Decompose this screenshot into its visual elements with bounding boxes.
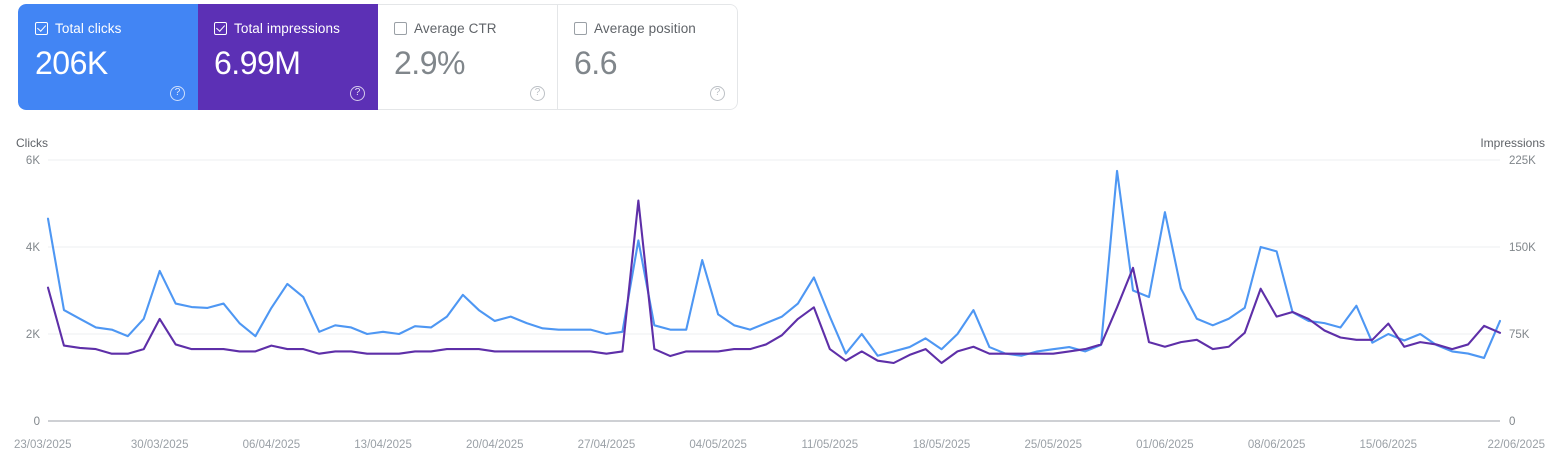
x-axis-tick-label: 18/05/2025 bbox=[913, 439, 971, 451]
metric-card-header: Average CTR bbox=[394, 19, 541, 37]
x-axis-tick-label: 11/05/2025 bbox=[801, 439, 858, 451]
x-axis-tick-label: 01/06/2025 bbox=[1136, 439, 1194, 451]
help-icon-total-impressions[interactable]: ? bbox=[350, 86, 365, 101]
chart-svg[interactable]: 0 0 2K 75K 4K 150K 6K 225K 23/03/2025 30/03/2025 0… bbox=[0, 118, 1557, 474]
metric-card-header: Average position bbox=[574, 19, 721, 37]
y-axis-left-tick: 2K bbox=[26, 329, 40, 341]
x-axis-tick-label: 08/06/2025 bbox=[1248, 439, 1306, 451]
series-line-impressions bbox=[46, 199, 1502, 365]
series-line-clicks bbox=[46, 169, 1502, 359]
y-axis-left-tick: 0 bbox=[34, 416, 40, 428]
x-axis-tick-label: 25/05/2025 bbox=[1024, 439, 1082, 451]
x-axis-tick-label: 13/04/2025 bbox=[354, 439, 412, 451]
x-axis-tick-label: 06/04/2025 bbox=[243, 439, 301, 451]
metric-value-total-clicks: 206K bbox=[35, 45, 108, 81]
y-axis-left-tick: 4K bbox=[26, 242, 40, 254]
metric-value-average-ctr: 2.9% bbox=[394, 45, 465, 81]
checkbox-average-position[interactable] bbox=[574, 21, 587, 35]
x-axis-tick-label: 04/05/2025 bbox=[689, 439, 747, 451]
metric-label-total-clicks: Total clicks bbox=[55, 20, 122, 36]
metric-card-header: Total impressions bbox=[214, 19, 361, 37]
metric-label-average-position: Average position bbox=[594, 20, 696, 36]
performance-chart: Clicks Impressions 0 0 2K 75K 4K 150K 6K 225K 23… bbox=[0, 118, 1557, 474]
checkbox-average-ctr[interactable] bbox=[394, 21, 407, 35]
help-icon-average-position[interactable]: ? bbox=[710, 86, 725, 101]
metric-value-total-impressions: 6.99M bbox=[214, 45, 301, 81]
y-axis-right-tick: 75K bbox=[1509, 329, 1530, 341]
x-axis-tick-label: 27/04/2025 bbox=[578, 439, 636, 451]
x-axis-tick-label: 23/03/2025 bbox=[14, 439, 72, 451]
y-axis-left-title: Clicks bbox=[16, 136, 48, 150]
checkbox-total-clicks[interactable] bbox=[35, 21, 48, 35]
metric-card-total-clicks[interactable]: Total clicks 206K ? bbox=[18, 4, 198, 110]
metric-value-average-position: 6.6 bbox=[574, 45, 617, 81]
help-icon-total-clicks[interactable]: ? bbox=[170, 86, 185, 101]
x-axis-tick-label: 22/06/2025 bbox=[1487, 439, 1545, 451]
y-axis-right-tick: 225K bbox=[1509, 155, 1536, 167]
y-axis-right-tick: 150K bbox=[1509, 242, 1536, 254]
metric-card-average-ctr[interactable]: Average CTR 2.9% ? bbox=[378, 4, 558, 110]
checkbox-total-impressions[interactable] bbox=[214, 21, 227, 35]
metric-label-total-impressions: Total impressions bbox=[234, 20, 340, 36]
metric-card-group: Total clicks 206K ? Total impressions 6.… bbox=[18, 4, 738, 110]
metric-label-average-ctr: Average CTR bbox=[414, 20, 497, 36]
y-axis-right-title: Impressions bbox=[1480, 136, 1545, 150]
metric-card-header: Total clicks bbox=[35, 19, 181, 37]
x-axis-tick-label: 30/03/2025 bbox=[131, 439, 189, 451]
y-axis-left-tick: 6K bbox=[26, 155, 40, 167]
metric-card-average-position[interactable]: Average position 6.6 ? bbox=[558, 4, 738, 110]
x-axis-tick-label: 20/04/2025 bbox=[466, 439, 524, 451]
help-icon-average-ctr[interactable]: ? bbox=[530, 86, 545, 101]
x-axis-tick-label: 15/06/2025 bbox=[1360, 439, 1418, 451]
y-axis-right-tick: 0 bbox=[1509, 416, 1515, 428]
metric-card-total-impressions[interactable]: Total impressions 6.99M ? bbox=[198, 4, 378, 110]
chart-plot-area[interactable]: 0 0 2K 75K 4K 150K 6K 225K 23/03/2025 30/03/2025 0… bbox=[0, 118, 1557, 474]
